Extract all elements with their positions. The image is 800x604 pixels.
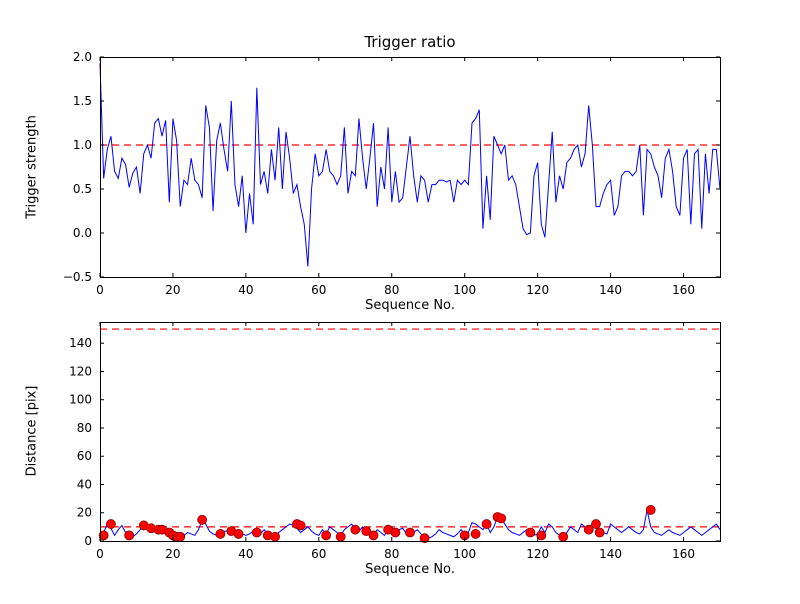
chart-title: Trigger ratio [364, 33, 456, 51]
svg-text:120: 120 [526, 547, 549, 561]
svg-text:−0.5: −0.5 [63, 270, 92, 284]
svg-text:0: 0 [96, 547, 104, 561]
svg-text:120: 120 [69, 364, 92, 378]
svg-text:100: 100 [453, 547, 476, 561]
svg-text:1.5: 1.5 [73, 94, 92, 108]
svg-text:20: 20 [77, 506, 92, 520]
svg-text:80: 80 [384, 283, 399, 297]
svg-text:60: 60 [77, 449, 92, 463]
bottom-xlabel: Sequence No. [365, 562, 455, 577]
svg-text:2.0: 2.0 [73, 50, 92, 64]
top-xlabel: Sequence No. [365, 298, 455, 313]
svg-text:1.0: 1.0 [73, 138, 92, 152]
svg-text:20: 20 [165, 283, 180, 297]
svg-text:100: 100 [69, 393, 92, 407]
svg-text:0.5: 0.5 [73, 182, 92, 196]
svg-text:40: 40 [77, 477, 92, 491]
svg-text:120: 120 [526, 283, 549, 297]
svg-text:0.0: 0.0 [73, 226, 92, 240]
svg-text:140: 140 [69, 336, 92, 350]
svg-text:140: 140 [599, 547, 622, 561]
svg-text:100: 100 [453, 283, 476, 297]
svg-text:60: 60 [311, 547, 326, 561]
svg-text:140: 140 [599, 283, 622, 297]
svg-text:80: 80 [384, 547, 399, 561]
svg-text:80: 80 [77, 421, 92, 435]
svg-text:0: 0 [96, 283, 104, 297]
svg-text:160: 160 [672, 283, 695, 297]
svg-text:60: 60 [311, 283, 326, 297]
svg-text:160: 160 [672, 547, 695, 561]
top-ylabel: Trigger strength [24, 115, 40, 219]
bottom-ylabel: Distance [pix] [24, 385, 40, 477]
svg-text:40: 40 [238, 547, 253, 561]
svg-text:0: 0 [84, 534, 92, 548]
svg-text:40: 40 [238, 283, 253, 297]
svg-text:20: 20 [165, 547, 180, 561]
